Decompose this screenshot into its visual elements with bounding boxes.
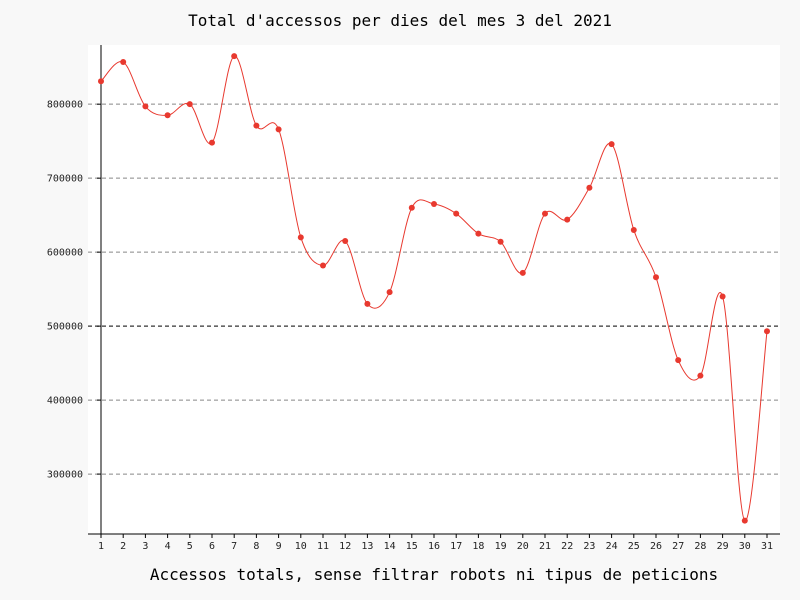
x-tick-label: 1: [98, 541, 104, 552]
data-point: [320, 262, 326, 269]
data-point: [741, 517, 748, 524]
x-tick-label: 4: [165, 541, 171, 552]
x-tick-label: 21: [539, 541, 551, 552]
x-tick-label: 29: [717, 541, 729, 552]
data-point: [275, 126, 282, 133]
data-point: [675, 357, 682, 364]
x-tick-label: 11: [317, 541, 329, 552]
data-point: [630, 226, 637, 233]
grid-lines: [88, 103, 780, 475]
x-tick-label: 6: [209, 541, 215, 552]
x-axis-label: Accessos totals, sense filtrar robots ni…: [150, 565, 718, 584]
data-point: [497, 238, 504, 245]
data-point: [386, 289, 393, 296]
x-tick-label: 18: [472, 541, 484, 552]
data-point: [253, 122, 260, 129]
data-point: [164, 112, 171, 119]
data-point: [519, 269, 526, 276]
data-point: [186, 101, 193, 108]
data-point: [297, 234, 304, 241]
data-point: [542, 210, 548, 217]
x-tick-label: 19: [495, 541, 507, 552]
x-tick-label: 31: [761, 541, 773, 552]
y-tick-label: 600000: [47, 248, 83, 259]
data-point: [653, 274, 659, 281]
data-point: [764, 328, 770, 335]
data-point: [608, 141, 615, 148]
x-tick-label: 25: [628, 541, 640, 552]
y-ticks: 300000 400000 500000 600000 700000 800000: [47, 100, 101, 481]
chart-title: Total d'accessos per dies del mes 3 del …: [188, 11, 612, 30]
x-ticks: 1 2 3 4 5 6 7 8 9 10 11 12 13 14 15 16 17 18 19 20 21 22 23 24 2…: [98, 534, 773, 552]
data-point: [364, 300, 371, 307]
x-tick-label: 20: [517, 541, 529, 552]
x-tick-label: 17: [450, 541, 462, 552]
x-tick-label: 13: [361, 541, 373, 552]
x-tick-label: 15: [406, 541, 418, 552]
y-tick-label: 700000: [47, 174, 83, 185]
x-tick-label: 10: [295, 541, 307, 552]
data-point: [431, 201, 437, 208]
data-point: [586, 184, 593, 191]
x-tick-label: 5: [187, 541, 193, 552]
data-point: [453, 210, 460, 217]
data-point: [564, 216, 571, 223]
data-point: [209, 139, 215, 146]
x-tick-label: 7: [231, 541, 237, 552]
data-point: [231, 53, 238, 60]
plot-area: [88, 45, 780, 534]
series-line: [100, 55, 768, 522]
data-point: [719, 293, 726, 300]
data-point: [697, 372, 704, 379]
data-point: [120, 59, 127, 66]
x-tick-label: 23: [583, 541, 595, 552]
x-tick-label: 26: [650, 541, 662, 552]
y-tick-label: 400000: [47, 396, 83, 407]
x-tick-label: 2: [120, 541, 126, 552]
data-point: [475, 230, 482, 237]
y-tick-label: 800000: [47, 100, 83, 111]
x-tick-label: 16: [428, 541, 440, 552]
x-tick-label: 24: [606, 541, 618, 552]
x-tick-label: 28: [694, 541, 706, 552]
x-tick-label: 12: [339, 541, 351, 552]
data-point: [142, 103, 149, 110]
x-tick-label: 8: [253, 541, 259, 552]
x-tick-label: 30: [739, 541, 751, 552]
y-tick-label: 500000: [47, 322, 83, 333]
x-tick-label: 14: [384, 541, 396, 552]
data-point: [408, 204, 415, 211]
x-tick-label: 27: [672, 541, 684, 552]
x-tick-label: 22: [561, 541, 573, 552]
data-point: [342, 238, 349, 245]
x-tick-label: 3: [142, 541, 148, 552]
data-point: [98, 78, 104, 85]
y-tick-label: 300000: [47, 470, 83, 481]
series: [98, 53, 770, 524]
x-tick-label: 9: [276, 541, 282, 552]
